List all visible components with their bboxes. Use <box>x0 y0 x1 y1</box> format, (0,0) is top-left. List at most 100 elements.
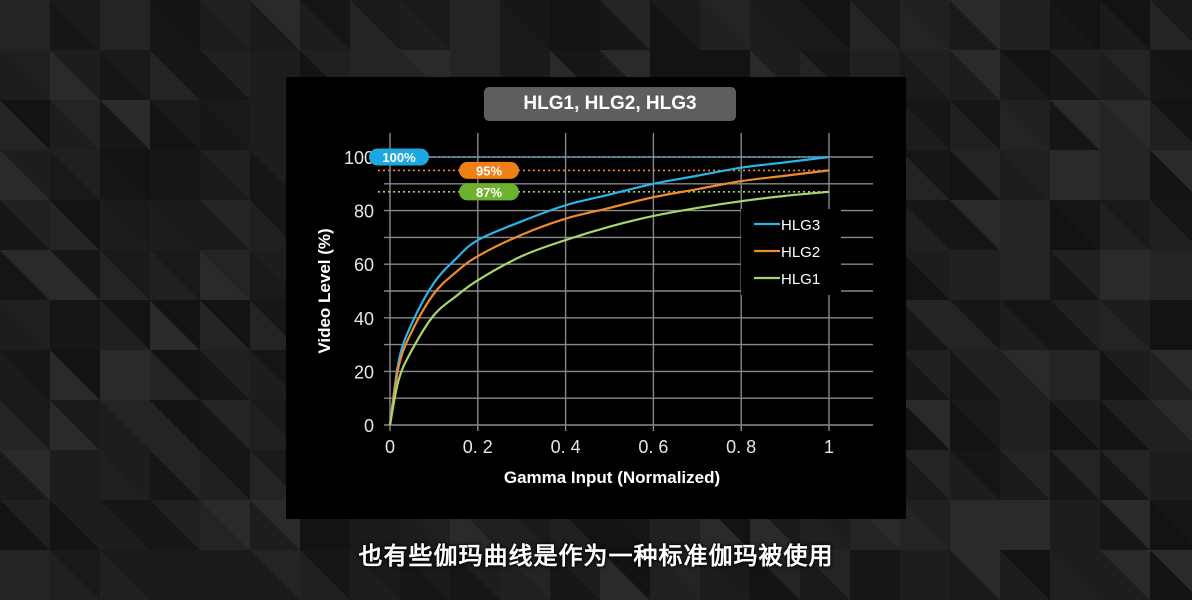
background-tile <box>1150 400 1192 450</box>
background-tile <box>1050 350 1100 400</box>
background-tile <box>1000 350 1050 400</box>
background-tile <box>1050 100 1100 150</box>
background-tile <box>150 550 200 600</box>
series-line-hlg3 <box>388 155 830 426</box>
background-tile <box>900 150 950 200</box>
badge-100pct: 100% <box>369 148 429 166</box>
legend: HLG3 HLG2 HLG1 <box>741 209 841 295</box>
background-tile <box>1100 500 1150 550</box>
background-tile <box>1050 450 1100 500</box>
background-tile <box>500 550 550 600</box>
background-tile <box>650 550 700 600</box>
background-tile <box>900 250 950 300</box>
background-tile <box>1150 150 1192 200</box>
y-tick-label: 20 <box>354 362 374 382</box>
background-tile <box>350 550 400 600</box>
background-tile <box>0 250 50 300</box>
background-tile <box>950 200 1000 250</box>
background-tile <box>1000 200 1050 250</box>
background-tile <box>100 100 150 150</box>
y-tick-label: 80 <box>354 202 374 222</box>
data-series <box>388 155 830 426</box>
background-tile <box>100 0 150 50</box>
background-tile <box>50 350 100 400</box>
background-tile <box>1150 50 1192 100</box>
background-tile <box>50 200 100 250</box>
background-tile <box>1100 150 1150 200</box>
background-tile <box>0 400 50 450</box>
x-tick-label: 0. 6 <box>638 437 668 457</box>
badge-label: 87% <box>476 185 502 200</box>
background-tile <box>50 150 100 200</box>
background-tile <box>50 550 100 600</box>
background-tile <box>1100 550 1150 600</box>
x-tick-label: 0 <box>385 437 395 457</box>
background-tile <box>1000 550 1050 600</box>
background-tile <box>900 300 950 350</box>
background-tile <box>950 0 1000 50</box>
background-tile <box>150 50 200 100</box>
background-tile <box>1150 550 1192 600</box>
badge-87pct: 87% <box>459 183 519 201</box>
background-tile <box>900 400 950 450</box>
background-tile <box>100 450 150 500</box>
background-tile <box>1150 250 1192 300</box>
x-axis-label: Gamma Input (Normalized) <box>504 468 720 487</box>
background-tile <box>1000 50 1050 100</box>
background-tile <box>150 500 200 550</box>
background-tile <box>950 450 1000 500</box>
background-tile <box>1150 0 1192 50</box>
background-tile <box>100 200 150 250</box>
background-tile <box>0 0 50 50</box>
background-tile <box>1050 400 1100 450</box>
badge-shape <box>459 161 519 179</box>
background-tile <box>150 300 200 350</box>
background-tile <box>1100 450 1150 500</box>
badge-label: 100% <box>382 150 416 165</box>
background-tile <box>1100 250 1150 300</box>
background-tile <box>550 550 600 600</box>
background-tile <box>1150 350 1192 400</box>
background-tile <box>900 100 950 150</box>
badge-shape <box>459 183 519 201</box>
background-tile <box>950 400 1000 450</box>
background-tile <box>1050 0 1100 50</box>
background-tile <box>200 50 250 100</box>
background-tile <box>1000 100 1050 150</box>
background-tile <box>1100 200 1150 250</box>
background-tile <box>100 150 150 200</box>
background-tile <box>750 550 800 600</box>
background-tile <box>1100 50 1150 100</box>
y-axis-label: Video Level (%) <box>315 228 334 353</box>
background-tile <box>400 550 450 600</box>
line-chart: 0 20 40 60 80 100 0 0. 2 0. 4 0. 6 0. 8 1 Video Le… <box>315 133 873 487</box>
legend-label-hlg3: HLG3 <box>781 217 820 234</box>
background-tile <box>500 0 550 50</box>
background-tile <box>800 0 850 50</box>
background-tile <box>900 0 950 50</box>
background-tile <box>1000 150 1050 200</box>
background-tile <box>1050 250 1100 300</box>
background-tile <box>1100 100 1150 150</box>
x-tick-label: 1 <box>824 437 834 457</box>
series-line-hlg2 <box>388 169 830 426</box>
background-tile <box>200 0 250 50</box>
background-tile <box>1050 550 1100 600</box>
background-tile <box>1100 0 1150 50</box>
background-tile <box>1100 300 1150 350</box>
background-tile <box>150 200 200 250</box>
background-tile <box>100 400 150 450</box>
background-tile <box>200 450 250 500</box>
background-tile <box>50 500 100 550</box>
background-tile <box>950 350 1000 400</box>
background-tile <box>950 550 1000 600</box>
background-tile <box>0 500 50 550</box>
background-tile <box>1100 350 1150 400</box>
background-tile <box>1050 500 1100 550</box>
legend-label-hlg2: HLG2 <box>781 244 820 261</box>
background-tile <box>100 550 150 600</box>
reference-lines <box>378 156 829 193</box>
background-tile <box>900 500 950 550</box>
background-tile <box>900 50 950 100</box>
background-tile <box>200 400 250 450</box>
